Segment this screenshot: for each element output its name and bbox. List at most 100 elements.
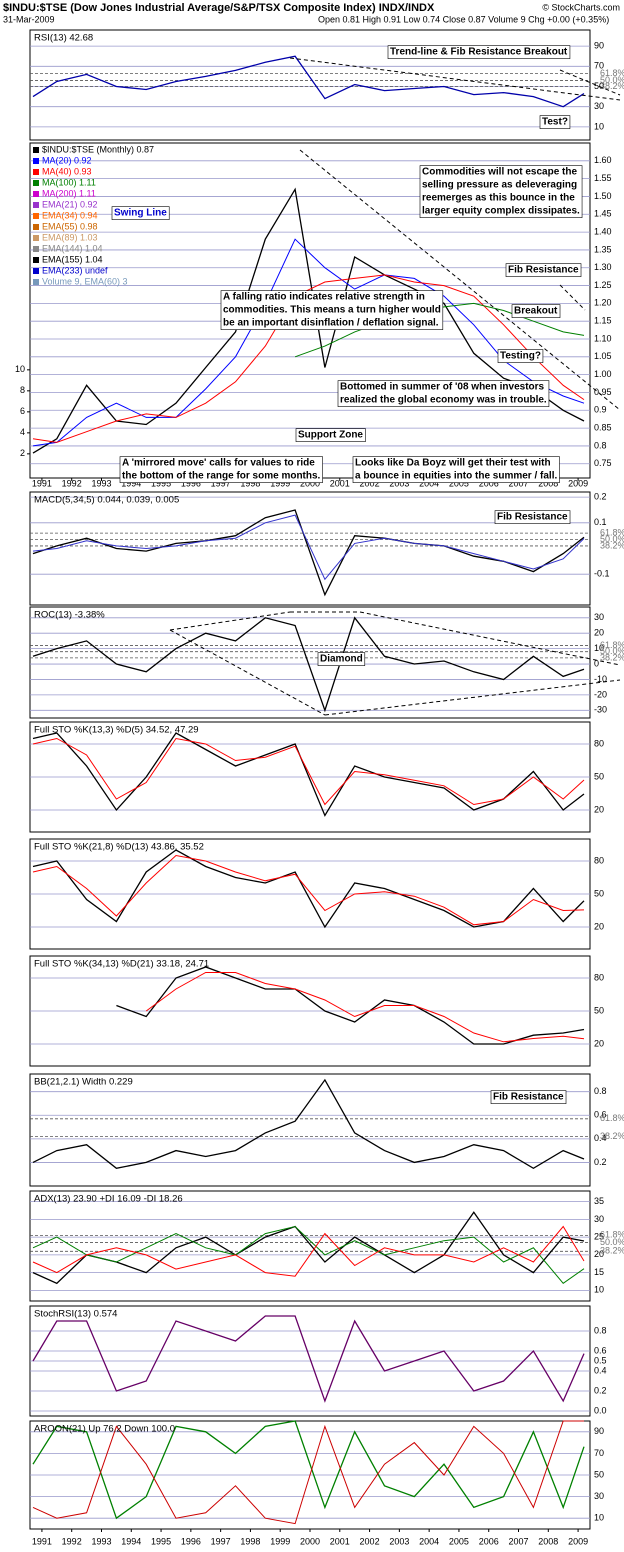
annotation-box bbox=[295, 428, 366, 442]
annotation-text: Trend-line & Fib Resistance Breakout bbox=[390, 47, 568, 58]
y-tick-label: 80 bbox=[594, 855, 604, 865]
legend-label: EMA(21) 0.92 bbox=[42, 199, 98, 209]
annotation-text: Test? bbox=[542, 117, 568, 128]
y-tick-label: 80 bbox=[594, 972, 604, 982]
x-tick-label: 2003 bbox=[389, 478, 409, 488]
x-tick-label: 1996 bbox=[181, 478, 201, 488]
y-tick-label: 1.25 bbox=[594, 280, 612, 290]
y-tick-label: 0 bbox=[594, 658, 599, 668]
panel bbox=[29, 491, 591, 606]
credit: © StockCharts.com bbox=[542, 2, 620, 12]
y-tick-label: 70 bbox=[594, 1448, 604, 1458]
annotation-text: Bottomed in summer of '08 when investors bbox=[340, 382, 545, 393]
legend-label: EMA(89) 1.03 bbox=[42, 232, 98, 242]
legend-label: $INDU:$TSE (Monthly) 0.87 bbox=[42, 144, 154, 154]
y2-tick-label: 6 bbox=[20, 406, 25, 416]
legend-label: EMA(155) 1.04 bbox=[42, 254, 103, 264]
series-line bbox=[294, 302, 585, 358]
panel-title: ADX(13) 23.90 +DI 16.09 -DI 18.26 bbox=[34, 1194, 183, 1205]
x-tick-label: 2009 bbox=[568, 1536, 588, 1546]
annotation: A 'mirrored move' calls for values to ri… bbox=[119, 456, 323, 483]
legend-swatch bbox=[33, 158, 39, 164]
series-line bbox=[145, 972, 585, 1043]
y-tick-label: 0.6 bbox=[594, 1345, 607, 1355]
y-tick-label: 0.75 bbox=[594, 458, 612, 468]
panel-title: Full STO %K(21,8) %D(13) 43.86, 35.52 bbox=[34, 842, 204, 853]
y-tick-label: 1.30 bbox=[594, 262, 612, 272]
annotation: Diamond bbox=[317, 652, 366, 666]
fib-label: 50.0% bbox=[600, 1237, 624, 1247]
y-tick-label: 30 bbox=[594, 1214, 604, 1224]
y-tick-label: 0.9 bbox=[594, 405, 607, 415]
y2-tick-label: 10 bbox=[15, 364, 25, 374]
series-line bbox=[32, 514, 585, 581]
x-tick-label: 2008 bbox=[538, 478, 558, 488]
annotation: Swing Line bbox=[111, 206, 170, 220]
x-tick-label: 2005 bbox=[449, 1536, 469, 1546]
x-tick-label: 1991 bbox=[32, 478, 52, 488]
series-line bbox=[32, 616, 585, 713]
y-tick-label: -30 bbox=[594, 705, 607, 715]
annotation-box bbox=[352, 456, 560, 483]
y-tick-label: 1.50 bbox=[594, 191, 612, 201]
annotation: Fib Resistance bbox=[490, 1090, 567, 1104]
y-tick-label: 90 bbox=[594, 1426, 604, 1436]
annotation-text: the bottom of the range for some months. bbox=[122, 471, 321, 482]
legend-label: MA(200) 1.11 bbox=[42, 188, 96, 198]
annotation: Bottomed in summer of '08 when investors… bbox=[337, 380, 550, 407]
annotation-box bbox=[111, 206, 170, 220]
y-tick-label: 50 bbox=[594, 1005, 604, 1015]
fib-label: 50.0% bbox=[600, 75, 624, 85]
y-tick-label: 10 bbox=[594, 121, 604, 131]
panel-title: RSI(13) 42.68 bbox=[34, 33, 93, 44]
annotation: Testing? bbox=[497, 349, 544, 363]
y-tick-label: 50 bbox=[594, 888, 604, 898]
y-tick-label: 0.8 bbox=[594, 1086, 607, 1096]
y-tick-label: 15 bbox=[594, 1267, 604, 1277]
x-tick-label: 1995 bbox=[151, 478, 171, 488]
x-tick-label: 1991 bbox=[32, 1536, 52, 1546]
y-tick-label: 20 bbox=[594, 1249, 604, 1259]
fib-label: 61.8% bbox=[600, 1230, 624, 1240]
x-tick-label: 2006 bbox=[479, 478, 499, 488]
x-tick-label: 1999 bbox=[270, 1536, 290, 1546]
y2-tick-label: 8 bbox=[20, 385, 25, 395]
series-line bbox=[32, 732, 585, 817]
x-tick-label: 1998 bbox=[240, 478, 260, 488]
y-tick-label: 0.2 bbox=[594, 1157, 607, 1167]
annotation-box bbox=[494, 510, 571, 524]
trend-line bbox=[559, 69, 621, 96]
x-tick-label: 1999 bbox=[270, 478, 290, 488]
y-tick-label: 30 bbox=[594, 101, 604, 111]
y-tick-label: 20 bbox=[594, 628, 604, 638]
legend-label: MA(100) 1.11 bbox=[42, 177, 96, 187]
x-tick-label: 2006 bbox=[479, 1536, 499, 1546]
x-tick-label: 1993 bbox=[91, 1536, 111, 1546]
x-tick-label: 1994 bbox=[121, 478, 141, 488]
y-tick-label: 1.45 bbox=[594, 209, 612, 219]
annotation-text: larger equity complex dissipates. bbox=[422, 206, 580, 217]
legend-swatch bbox=[33, 147, 39, 153]
legend-swatch bbox=[33, 191, 39, 197]
annotation-box bbox=[490, 1090, 567, 1104]
annotation-text: commodities. This means a turn higher wo… bbox=[223, 305, 441, 316]
x-tick-label: 2003 bbox=[389, 1536, 409, 1546]
annotation-box bbox=[497, 349, 544, 363]
annotation: A falling ratio indicates relative stren… bbox=[220, 290, 444, 330]
legend-swatch bbox=[33, 224, 39, 230]
y-tick-label: 0.0 bbox=[594, 1405, 607, 1415]
x-tick-label: 1993 bbox=[91, 478, 111, 488]
annotation-text: Swing Line bbox=[114, 208, 167, 219]
y-tick-label: 1.20 bbox=[594, 298, 612, 308]
y-tick-label: 80 bbox=[594, 738, 604, 748]
x-tick-label: 1992 bbox=[62, 478, 82, 488]
y-tick-label: 10 bbox=[594, 1285, 604, 1295]
fib-label: 61.8% bbox=[600, 68, 624, 78]
y-tick-label: 20 bbox=[594, 1038, 604, 1048]
trend-line bbox=[169, 629, 326, 716]
legend-label: MA(20) 0.92 bbox=[42, 155, 92, 165]
y-tick-label: 1.10 bbox=[594, 333, 612, 343]
series-line bbox=[32, 55, 585, 108]
annotation-text: selling pressure as deleveraging bbox=[422, 180, 577, 191]
annotation-box bbox=[119, 456, 323, 483]
